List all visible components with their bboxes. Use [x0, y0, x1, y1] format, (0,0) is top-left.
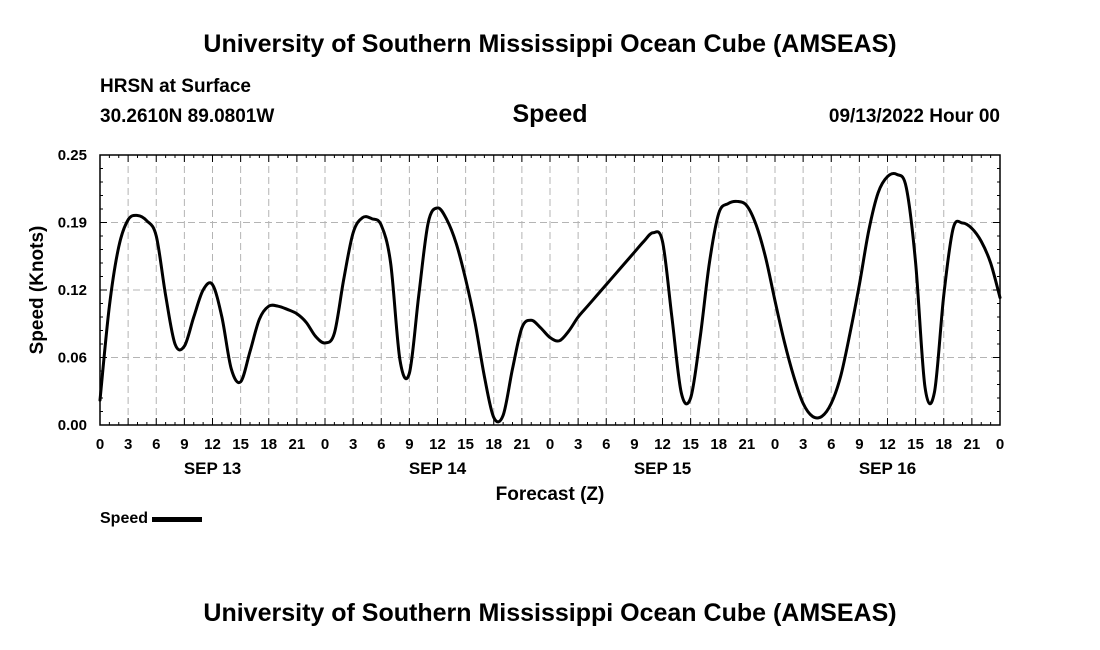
day-label: SEP 14 — [409, 459, 467, 478]
x-tick-label: 0 — [996, 436, 1004, 453]
y-axis-title: Speed (Knots) — [27, 226, 48, 355]
speed-series-line — [98, 172, 1002, 424]
y-tick-label: 0.25 — [58, 147, 87, 164]
x-tick-label: 3 — [124, 436, 132, 453]
x-tick-label: 18 — [485, 436, 502, 453]
footer-title: University of Southern Mississippi Ocean… — [203, 599, 897, 627]
label-layer: 0 3 6 9 12 15 18 21 0 3 6 9 12 15 18 21 0 3 6 9 12 15 18 21 0 3 6 9… — [58, 147, 1004, 478]
x-tick-label: 21 — [289, 436, 306, 453]
run-time-label: 09/13/2022 Hour 00 — [828, 106, 1000, 127]
x-tick-label: 0 — [771, 436, 779, 453]
x-tick-label: 21 — [739, 436, 756, 453]
x-tick-label: 9 — [630, 436, 638, 453]
x-tick-label: 9 — [180, 436, 188, 453]
x-tick-label: 18 — [710, 436, 727, 453]
day-label: SEP 15 — [634, 459, 691, 478]
x-tick-label: 18 — [935, 436, 952, 453]
x-tick-label: 21 — [964, 436, 981, 453]
x-tick-label: 15 — [682, 436, 699, 453]
grid-layer — [100, 155, 1000, 425]
x-tick-label: 12 — [204, 436, 221, 453]
x-tick-label: 15 — [907, 436, 924, 453]
legend: Speed — [100, 510, 203, 528]
x-tick-label: 9 — [855, 436, 863, 453]
y-tick-label: 0.06 — [58, 350, 87, 367]
y-tick-label: 0.12 — [58, 282, 87, 299]
chart-title: Speed — [512, 100, 588, 128]
x-tick-label: 0 — [96, 436, 104, 453]
x-tick-label: 21 — [514, 436, 531, 453]
coordinates-label: 30.2610N 89.0801W — [100, 106, 275, 127]
x-tick-label: 3 — [574, 436, 582, 453]
x-tick-label: 15 — [232, 436, 249, 453]
y-tick-label: 0.19 — [58, 215, 87, 232]
legend-swatch — [152, 516, 203, 522]
x-tick-label: 18 — [260, 436, 277, 453]
x-tick-label: 12 — [654, 436, 671, 453]
x-tick-label: 3 — [349, 436, 357, 453]
x-tick-label: 9 — [405, 436, 413, 453]
x-tick-label: 12 — [429, 436, 446, 453]
location-label: HRSN at Surface — [100, 76, 251, 97]
x-tick-label: 12 — [879, 436, 896, 453]
x-tick-label: 6 — [152, 436, 160, 453]
x-tick-label: 6 — [377, 436, 385, 453]
legend-label: Speed — [100, 510, 149, 527]
tick-layer — [99, 154, 1001, 426]
x-tick-label: 6 — [602, 436, 610, 453]
x-tick-label: 0 — [546, 436, 554, 453]
day-label: SEP 16 — [859, 459, 916, 478]
x-tick-label: 15 — [457, 436, 474, 453]
y-tick-label: 0.00 — [58, 417, 87, 434]
page-title: University of Southern Mississippi Ocean… — [203, 30, 897, 58]
day-label: SEP 13 — [184, 459, 241, 478]
x-tick-label: 6 — [827, 436, 835, 453]
x-axis-title: Forecast (Z) — [496, 484, 605, 505]
x-tick-label: 3 — [799, 436, 807, 453]
x-tick-label: 0 — [321, 436, 329, 453]
